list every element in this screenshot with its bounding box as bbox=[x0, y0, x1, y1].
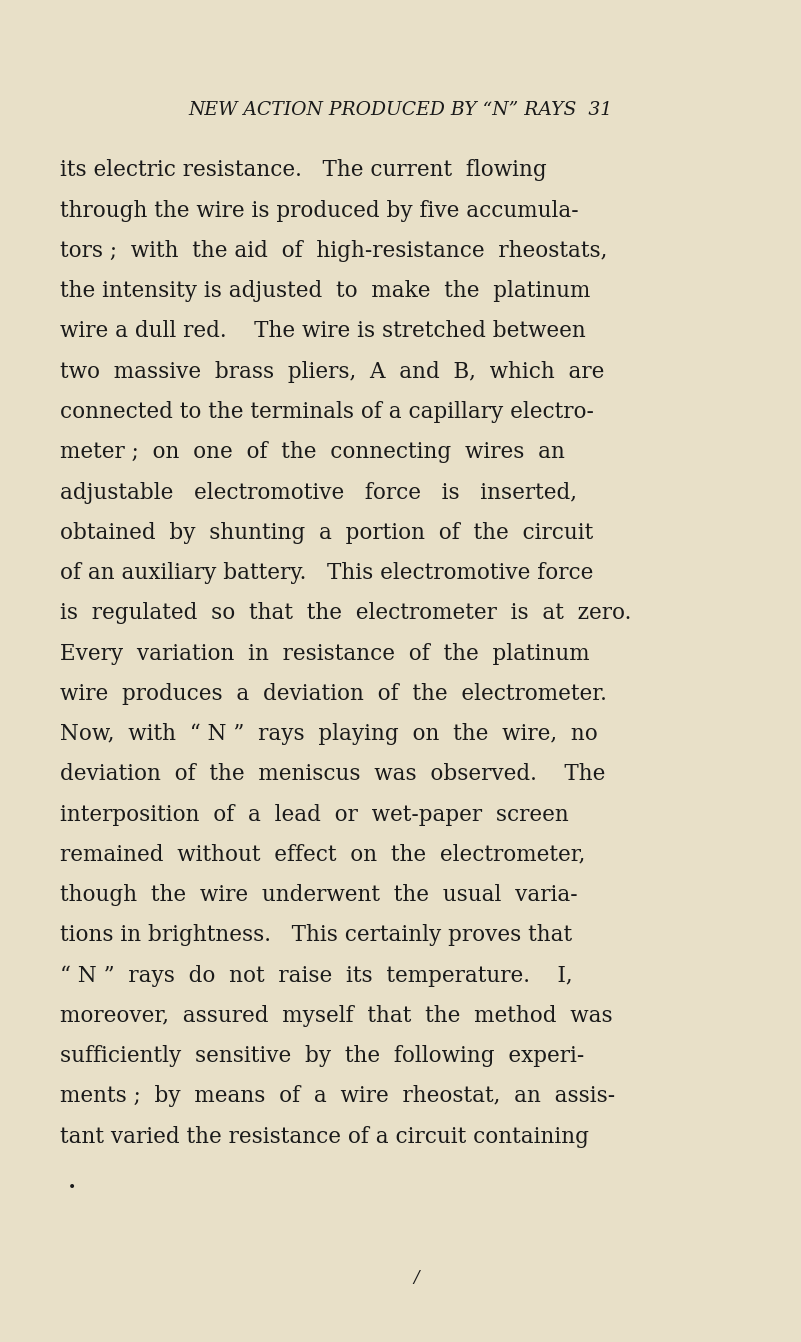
Text: tions in brightness.   This certainly proves that: tions in brightness. This certainly prov… bbox=[60, 925, 572, 946]
Text: two  massive  brass  pliers,  A  and  B,  which  are: two massive brass pliers, A and B, which… bbox=[60, 361, 605, 382]
Text: Now,  with  “ N ”  rays  playing  on  the  wire,  no: Now, with “ N ” rays playing on the wire… bbox=[60, 723, 598, 745]
Text: adjustable   electromotive   force   is   inserted,: adjustable electromotive force is insert… bbox=[60, 482, 577, 503]
Text: through the wire is produced by five accumula-: through the wire is produced by five acc… bbox=[60, 200, 578, 221]
Text: “ N ”  rays  do  not  raise  its  temperature.    I,: “ N ” rays do not raise its temperature.… bbox=[60, 965, 573, 986]
Text: connected to the terminals of a capillary electro-: connected to the terminals of a capillar… bbox=[60, 401, 594, 423]
Text: obtained  by  shunting  a  portion  of  the  circuit: obtained by shunting a portion of the ci… bbox=[60, 522, 594, 544]
Text: moreover,  assured  myself  that  the  method  was: moreover, assured myself that the method… bbox=[60, 1005, 613, 1027]
Text: /: / bbox=[413, 1270, 420, 1286]
Text: tors ;  with  the aid  of  high-resistance  rheostats,: tors ; with the aid of high-resistance r… bbox=[60, 240, 607, 262]
Text: remained  without  effect  on  the  electrometer,: remained without effect on the electrome… bbox=[60, 844, 586, 866]
Text: wire a dull red.    The wire is stretched between: wire a dull red. The wire is stretched b… bbox=[60, 321, 586, 342]
Text: meter ;  on  one  of  the  connecting  wires  an: meter ; on one of the connecting wires a… bbox=[60, 442, 565, 463]
Text: though  the  wire  underwent  the  usual  varia-: though the wire underwent the usual vari… bbox=[60, 884, 578, 906]
Text: Every  variation  in  resistance  of  the  platinum: Every variation in resistance of the pla… bbox=[60, 643, 590, 664]
Text: NEW ACTION PRODUCED BY “N” RAYS  31: NEW ACTION PRODUCED BY “N” RAYS 31 bbox=[188, 101, 613, 119]
Text: ments ;  by  means  of  a  wire  rheostat,  an  assis-: ments ; by means of a wire rheostat, an … bbox=[60, 1086, 615, 1107]
Text: is  regulated  so  that  the  electrometer  is  at  zero.: is regulated so that the electrometer is… bbox=[60, 603, 631, 624]
Text: sufficiently  sensitive  by  the  following  experi-: sufficiently sensitive by the following … bbox=[60, 1045, 584, 1067]
Text: wire  produces  a  deviation  of  the  electrometer.: wire produces a deviation of the electro… bbox=[60, 683, 607, 705]
Text: •: • bbox=[68, 1181, 76, 1194]
Text: interposition  of  a  lead  or  wet-paper  screen: interposition of a lead or wet-paper scr… bbox=[60, 804, 569, 825]
Text: the intensity is adjusted  to  make  the  platinum: the intensity is adjusted to make the pl… bbox=[60, 280, 590, 302]
Text: deviation  of  the  meniscus  was  observed.    The: deviation of the meniscus was observed. … bbox=[60, 764, 606, 785]
Text: its electric resistance.   The current  flowing: its electric resistance. The current flo… bbox=[60, 160, 547, 181]
Text: tant varied the resistance of a circuit containing: tant varied the resistance of a circuit … bbox=[60, 1126, 589, 1147]
Text: of an auxiliary battery.   This electromotive force: of an auxiliary battery. This electromot… bbox=[60, 562, 594, 584]
